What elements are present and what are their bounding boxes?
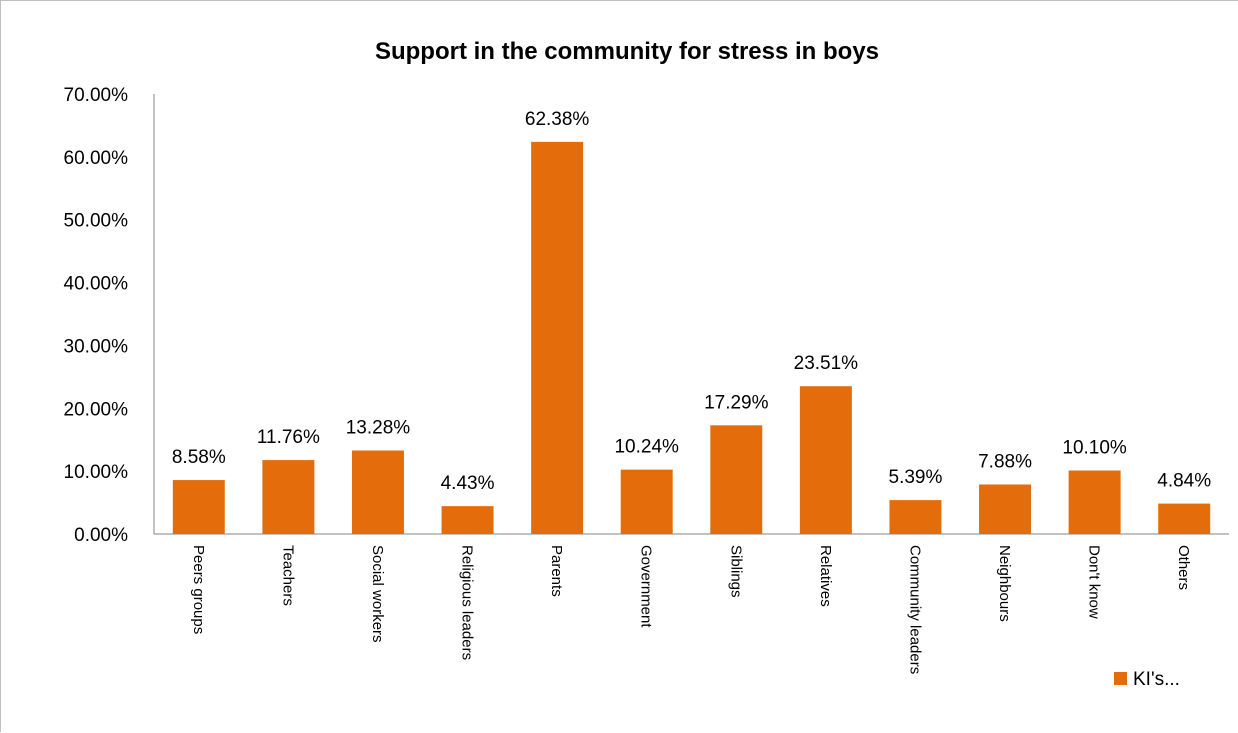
bar bbox=[799, 386, 852, 534]
x-tick-label: Community leaders bbox=[906, 545, 923, 674]
bar bbox=[441, 506, 494, 534]
x-tick-label: Neighbours bbox=[996, 545, 1013, 622]
bar bbox=[172, 480, 225, 534]
bar bbox=[1068, 470, 1121, 534]
data-label: 7.88% bbox=[978, 451, 1032, 472]
data-label: 62.38% bbox=[525, 109, 590, 130]
data-label: 23.51% bbox=[794, 353, 859, 374]
data-label: 8.58% bbox=[172, 447, 226, 468]
bar-series bbox=[172, 141, 1211, 534]
data-label: 10.10% bbox=[1062, 438, 1127, 459]
y-tick-label: 50.00% bbox=[64, 211, 129, 232]
y-tick-label: 40.00% bbox=[64, 274, 129, 295]
y-tick-label: 0.00% bbox=[74, 525, 128, 546]
bar bbox=[710, 425, 763, 534]
data-label: 4.84% bbox=[1157, 471, 1211, 492]
bar bbox=[531, 141, 584, 534]
data-label: 17.29% bbox=[704, 392, 769, 413]
data-label: 13.28% bbox=[346, 418, 411, 439]
x-axis-category-labels: Peers groups Teachers Social workers Religi… bbox=[190, 545, 1192, 674]
x-tick-label: Siblings bbox=[727, 545, 744, 598]
bar bbox=[351, 450, 404, 534]
y-axis-tick-labels: 0.00% 10.00% 20.00% 30.00% 40.00% 50.00% 60.00… bbox=[64, 85, 129, 546]
x-tick-label: Government bbox=[638, 545, 655, 628]
legend-label: KI's... bbox=[1133, 669, 1180, 690]
x-tick-label: Teachers bbox=[279, 545, 296, 606]
bar bbox=[889, 500, 942, 534]
data-label: 10.24% bbox=[614, 437, 679, 458]
x-tick-label: Peers groups bbox=[190, 545, 207, 634]
chart-title: Support in the community for stress in b… bbox=[375, 38, 879, 65]
data-labels: 8.58% 11.76% 13.28% 4.43% 62.38% 10.24% 17.29%… bbox=[172, 109, 1211, 494]
y-tick-label: 10.00% bbox=[64, 462, 129, 483]
legend: KI's... bbox=[1114, 669, 1180, 690]
data-label: 4.43% bbox=[441, 473, 495, 494]
y-tick-label: 60.00% bbox=[64, 148, 129, 169]
data-label: 5.39% bbox=[889, 467, 943, 488]
y-tick-label: 20.00% bbox=[64, 399, 129, 420]
y-tick-label: 70.00% bbox=[64, 85, 129, 106]
x-tick-label: Relatives bbox=[817, 545, 834, 607]
x-tick-label: Religious leaders bbox=[459, 545, 476, 660]
x-tick-label: Others bbox=[1175, 545, 1192, 590]
x-tick-label: Parents bbox=[548, 545, 565, 597]
data-label: 11.76% bbox=[257, 427, 320, 448]
bar bbox=[979, 484, 1032, 534]
legend-swatch bbox=[1114, 672, 1127, 685]
x-tick-label: Don't know bbox=[1086, 545, 1103, 619]
bar bbox=[1158, 503, 1211, 534]
bar bbox=[620, 469, 673, 534]
bar bbox=[262, 460, 315, 534]
x-tick-label: Social workers bbox=[369, 545, 386, 643]
y-tick-label: 30.00% bbox=[64, 336, 129, 357]
